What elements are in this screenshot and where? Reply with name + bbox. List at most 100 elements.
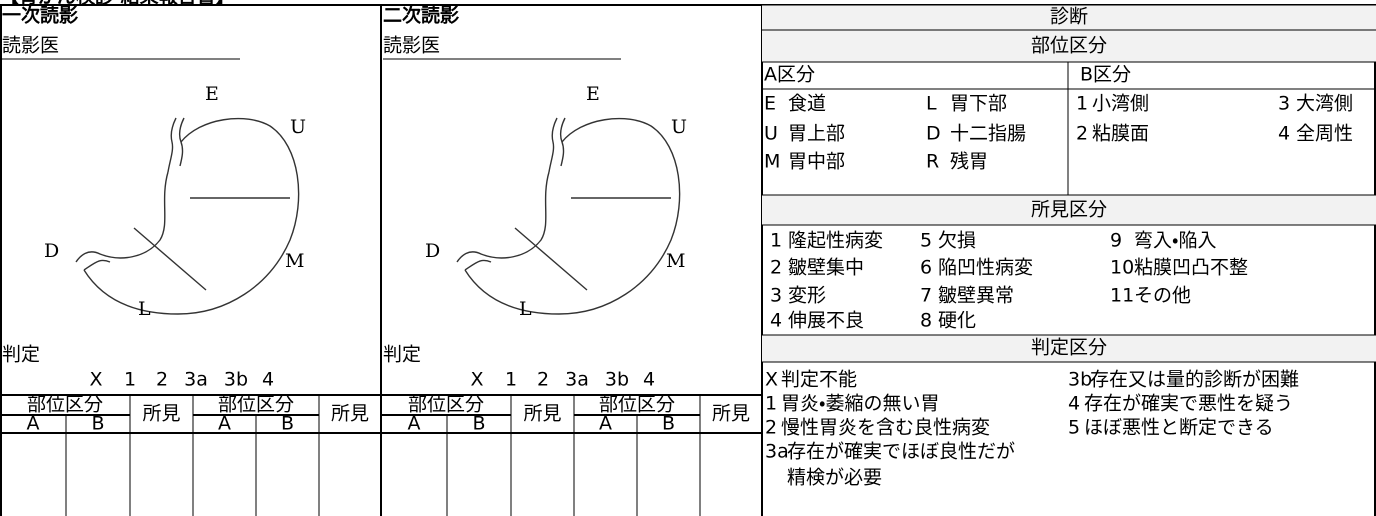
item-text: 判定不能 bbox=[781, 369, 857, 391]
item-text: 胃炎・萎縮の無い胃 bbox=[781, 393, 939, 415]
item-text: 存在又は量的診断が困難 bbox=[1090, 369, 1299, 391]
stomach-diagrams bbox=[75, 117, 681, 315]
item-text: 大湾側 bbox=[1296, 93, 1353, 115]
item-code: D bbox=[926, 123, 941, 145]
item-code: 6 bbox=[920, 257, 932, 279]
item-text: 慢性胃炎を含む良性病変 bbox=[781, 417, 990, 439]
item-text: ほぼ悪性と断定できる bbox=[1084, 417, 1274, 439]
item-text: 食道 bbox=[788, 93, 826, 115]
judgement-option: 1 bbox=[505, 369, 517, 391]
diagram-label: U bbox=[671, 116, 687, 138]
diagram-label: E bbox=[205, 83, 219, 105]
table-subheader: B bbox=[281, 413, 294, 435]
item-text: 小湾側 bbox=[1092, 93, 1149, 115]
item-code: 1 bbox=[1076, 93, 1088, 115]
column-title: B区分 bbox=[1080, 64, 1131, 86]
judgement-option: X bbox=[89, 369, 102, 391]
diagram-label: U bbox=[290, 116, 306, 138]
diagram-label: D bbox=[425, 240, 440, 262]
judgement-option: 2 bbox=[537, 369, 549, 391]
item-text: その他 bbox=[1134, 285, 1191, 307]
header-band bbox=[762, 5, 1376, 30]
item-text: 残胃 bbox=[950, 151, 988, 173]
item-code: 9 bbox=[1110, 230, 1122, 252]
judgement-option: 3a bbox=[184, 369, 208, 391]
table-header: 所見 bbox=[331, 403, 369, 425]
item-code: U bbox=[764, 123, 778, 145]
section-title: 部位区分 bbox=[1031, 35, 1107, 57]
table-subheader: A bbox=[408, 413, 421, 435]
item-code: X bbox=[765, 369, 778, 391]
item-text: 伸展不良 bbox=[788, 310, 864, 332]
stomach-outline bbox=[456, 171, 550, 263]
column-title: A区分 bbox=[764, 64, 815, 86]
item-code: 8 bbox=[920, 310, 932, 332]
item-text: 皺壁異常 bbox=[938, 285, 1014, 307]
item-text: 粘膜凹凸不整 bbox=[1134, 257, 1248, 279]
item-text: 皺壁集中 bbox=[788, 257, 864, 279]
item-code: 10 bbox=[1110, 257, 1134, 279]
stomach-outline bbox=[83, 259, 111, 271]
stomach-outline bbox=[133, 227, 207, 291]
item-text: 弯入・陥入 bbox=[1134, 230, 1216, 252]
judgement-option: 3a bbox=[565, 369, 589, 391]
table-header: 所見 bbox=[712, 403, 750, 425]
item-code: 11 bbox=[1110, 285, 1134, 307]
item-code: 1 bbox=[765, 393, 777, 415]
item-code: E bbox=[764, 93, 776, 115]
item-code: 2 bbox=[1076, 123, 1088, 145]
item-text: 陥凹性病変 bbox=[938, 257, 1033, 279]
item-code: 2 bbox=[765, 417, 777, 439]
diagram-label: E bbox=[586, 83, 600, 105]
stomach-outline bbox=[167, 117, 177, 173]
table-subheader: B bbox=[91, 413, 104, 435]
stomach bbox=[75, 117, 300, 315]
item-text: 精検が必要 bbox=[787, 467, 882, 489]
item-code: 4 bbox=[770, 310, 782, 332]
stomach-outline bbox=[464, 259, 492, 271]
form-title: 【胃がん検診 結果報告書】 bbox=[0, 0, 235, 8]
section-title: 診断 bbox=[1050, 6, 1088, 28]
judgement-option: 3b bbox=[605, 369, 629, 391]
table-subheader: B bbox=[472, 413, 485, 435]
table-header: 所見 bbox=[142, 403, 180, 425]
stomach bbox=[456, 117, 681, 315]
item-code: 5 bbox=[920, 230, 932, 252]
item-code: 5 bbox=[1068, 417, 1080, 439]
item-text: 欠損 bbox=[938, 230, 976, 252]
table-subheader: B bbox=[662, 413, 675, 435]
table-header: 所見 bbox=[523, 403, 561, 425]
reading-title: 一次読影 bbox=[2, 4, 78, 27]
judgement-option: 2 bbox=[156, 369, 168, 391]
diagram-label: M bbox=[666, 250, 685, 272]
judgement-option: 1 bbox=[124, 369, 136, 391]
item-text: 胃中部 bbox=[788, 151, 845, 173]
item-code: 3a bbox=[765, 441, 789, 463]
judgement-option: 3b bbox=[224, 369, 248, 391]
stomach-outline bbox=[548, 117, 558, 173]
judgement-option: 4 bbox=[643, 369, 655, 391]
table-subheader: A bbox=[27, 413, 40, 435]
table-header: 部位区分 bbox=[599, 394, 675, 416]
table-subheader: A bbox=[599, 413, 612, 435]
stomach-outline bbox=[75, 171, 169, 263]
table-header: 部位区分 bbox=[218, 394, 294, 416]
section-title: 判定区分 bbox=[1031, 337, 1107, 359]
item-code: 3 bbox=[770, 285, 782, 307]
item-code: R bbox=[926, 151, 939, 173]
item-text: 隆起性病変 bbox=[788, 230, 883, 252]
item-code: 7 bbox=[920, 285, 932, 307]
item-code: 1 bbox=[770, 230, 782, 252]
judgement-option: 4 bbox=[262, 369, 274, 391]
item-text: 変形 bbox=[788, 285, 826, 307]
table-header: 部位区分 bbox=[27, 394, 103, 416]
item-code: 4 bbox=[1068, 393, 1080, 415]
item-text: 胃下部 bbox=[950, 93, 1007, 115]
header-band bbox=[762, 335, 1376, 362]
item-text: 存在が確実でほぼ良性だが bbox=[787, 441, 1015, 463]
item-text: 存在が確実で悪性を疑う bbox=[1084, 393, 1293, 415]
stomach-outline bbox=[83, 117, 300, 315]
item-text: 十二指腸 bbox=[950, 123, 1026, 145]
diagram-label: D bbox=[44, 240, 59, 262]
